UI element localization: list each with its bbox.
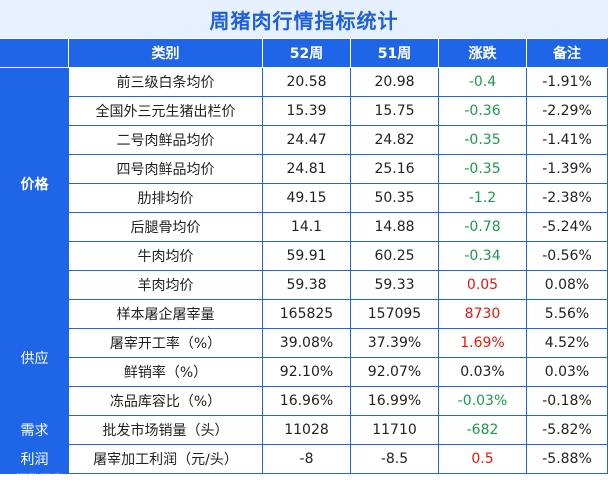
cell-item: 二号肉鲜品均价	[68, 125, 263, 155]
cell-note: -1.91%	[526, 67, 608, 97]
table-row: 后腿骨均价 14.1 14.88 -0.78 -5.24%	[1, 212, 608, 242]
cell-item: 四号肉鲜品均价	[68, 154, 263, 184]
cell-change: -0.78	[438, 212, 527, 242]
cell-week-52: 14.1	[262, 212, 351, 242]
cell-item: 全国外三元生猪出栏价	[68, 96, 263, 126]
cell-item: 鲜销率（%）	[68, 357, 263, 387]
cell-week-52: 11028	[262, 415, 351, 445]
cell-change: -0.4	[438, 67, 527, 97]
cell-note: 0.03%	[526, 357, 608, 387]
table-header-row: 类别 52周 51周 涨跌 备注	[0, 38, 608, 68]
cell-note: -5.82%	[526, 415, 608, 445]
cell-item: 冻品库容比（%）	[68, 386, 263, 416]
cell-change: -0.34	[438, 241, 527, 271]
cell-week-51: 60.25	[350, 241, 439, 271]
table-row: 肋排均价 49.15 50.35 -1.2 -2.38%	[1, 183, 608, 213]
table-row: 羊肉均价 59.38 59.33 0.05 0.08%	[1, 270, 608, 300]
table-row: 二号肉鲜品均价 24.47 24.82 -0.35 -1.41%	[1, 125, 608, 155]
table-row: 牛肉均价 59.91 60.25 -0.34 -0.56%	[1, 241, 608, 271]
cell-week-51: -8.5	[350, 444, 439, 474]
cell-week-51: 50.35	[350, 183, 439, 213]
cell-item: 前三级白条均价	[68, 67, 263, 97]
cell-change: -1.2	[438, 183, 527, 213]
cell-item: 屠宰加工利润（元/头）	[68, 444, 263, 474]
cell-week-51: 157095	[350, 299, 439, 329]
cell-item: 后腿骨均价	[68, 212, 263, 242]
cell-week-51: 11710	[350, 415, 439, 445]
cell-week-51: 24.82	[350, 125, 439, 155]
cell-change: -682	[438, 415, 527, 445]
table-row: 价格 前三级白条均价 20.58 20.98 -0.4 -1.91%	[0, 67, 608, 300]
cell-week-52: 59.38	[262, 270, 351, 300]
cell-week-51: 20.98	[350, 67, 439, 97]
cell-note: -5.24%	[526, 212, 608, 242]
cell-week-52: 59.91	[262, 241, 351, 271]
cell-change: 1.69%	[438, 328, 527, 358]
table-row: 鲜销率（%） 92.10% 92.07% 0.03% 0.03%	[1, 357, 608, 387]
pork-indicator-table: 类别 52周 51周 涨跌 备注 价格 前三级白条均价 20.58 20.98 -0.4…	[0, 38, 608, 474]
cell-note: -2.29%	[526, 96, 608, 126]
header-week-52: 52周	[262, 38, 351, 68]
group-label: 价格	[0, 67, 69, 300]
group-label: 供应	[0, 299, 69, 416]
cell-week-52: 39.08%	[262, 328, 351, 358]
cell-week-51: 14.88	[350, 212, 439, 242]
cell-change: 0.05	[438, 270, 527, 300]
cell-note: -0.18%	[526, 386, 608, 416]
cell-change: -0.03%	[438, 386, 527, 416]
cell-change: -0.36	[438, 96, 527, 126]
cell-item: 牛肉均价	[68, 241, 263, 271]
cell-week-52: 16.96%	[262, 386, 351, 416]
cell-change: -0.35	[438, 154, 527, 184]
cell-week-52: 24.81	[262, 154, 351, 184]
cell-item: 羊肉均价	[68, 270, 263, 300]
cell-week-52: 92.10%	[262, 357, 351, 387]
cell-item: 肋排均价	[68, 183, 263, 213]
table-row: 四号肉鲜品均价 24.81 25.16 -0.35 -1.39%	[1, 154, 608, 184]
page-title: 周猪肉行情指标统计	[0, 0, 608, 38]
cell-week-52: 165825	[262, 299, 351, 329]
header-note: 备注	[526, 38, 608, 68]
cell-week-51: 37.39%	[350, 328, 439, 358]
header-category: 类别	[68, 38, 263, 68]
table-row: 利润 屠宰加工利润（元/头） -8 -8.5 0.5 -5.88%	[0, 444, 608, 474]
cell-item: 批发市场销量（头）	[68, 415, 263, 445]
group-label: 利润	[0, 444, 69, 474]
cell-change: -0.35	[438, 125, 527, 155]
cell-note: -1.41%	[526, 125, 608, 155]
cell-week-51: 25.16	[350, 154, 439, 184]
table-row: 需求 批发市场销量（头） 11028 11710 -682 -5.82%	[0, 415, 608, 445]
cell-week-52: 20.58	[262, 67, 351, 97]
cell-note: -5.88%	[526, 444, 608, 474]
cell-change: 0.03%	[438, 357, 527, 387]
cell-item: 屠宰开工率（%）	[68, 328, 263, 358]
cell-item: 样本屠企屠宰量	[68, 299, 263, 329]
cell-note: -2.38%	[526, 183, 608, 213]
cell-note: -0.56%	[526, 241, 608, 271]
table-row: 全国外三元生猪出栏价 15.39 15.75 -0.36 -2.29%	[1, 96, 608, 126]
cell-week-51: 59.33	[350, 270, 439, 300]
cell-week-51: 16.99%	[350, 386, 439, 416]
cell-week-52: 15.39	[262, 96, 351, 126]
cell-week-52: 24.47	[262, 125, 351, 155]
header-change: 涨跌	[438, 38, 527, 68]
group-label: 需求	[0, 415, 69, 445]
table-row: 供应 样本屠企屠宰量 165825 157095 8730 5.56%	[0, 299, 608, 416]
cell-week-51: 15.75	[350, 96, 439, 126]
cell-change: 0.5	[438, 444, 527, 474]
cell-note: 5.56%	[526, 299, 608, 329]
cell-note: 4.52%	[526, 328, 608, 358]
cell-note: -1.39%	[526, 154, 608, 184]
header-corner	[0, 38, 69, 68]
cell-week-52: -8	[262, 444, 351, 474]
header-week-51: 51周	[350, 38, 439, 68]
cell-note: 0.08%	[526, 270, 608, 300]
table-row: 冻品库容比（%） 16.96% 16.99% -0.03% -0.18%	[1, 386, 608, 416]
table-row: 屠宰开工率（%） 39.08% 37.39% 1.69% 4.52%	[1, 328, 608, 358]
cell-change: 8730	[438, 299, 527, 329]
cell-week-51: 92.07%	[350, 357, 439, 387]
cell-week-52: 49.15	[262, 183, 351, 213]
